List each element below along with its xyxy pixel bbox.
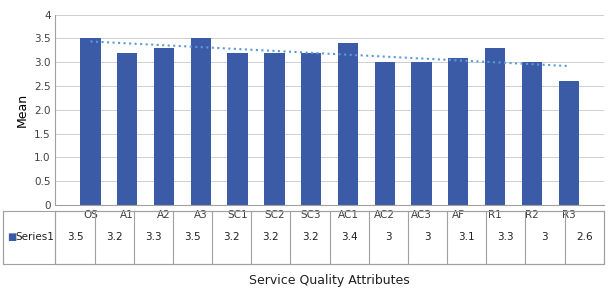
Bar <box>80 38 100 205</box>
Text: 3: 3 <box>385 232 392 242</box>
Bar <box>227 53 248 205</box>
Bar <box>154 48 174 205</box>
Text: 3.3: 3.3 <box>145 232 161 242</box>
Bar <box>448 57 468 205</box>
Bar <box>485 48 505 205</box>
Text: ■: ■ <box>7 232 17 242</box>
Bar <box>375 62 395 205</box>
Bar <box>559 81 579 205</box>
Text: 3: 3 <box>424 232 431 242</box>
Bar <box>411 62 432 205</box>
Bar <box>191 38 211 205</box>
Text: 3.2: 3.2 <box>302 232 318 242</box>
Bar <box>264 53 285 205</box>
Text: 3.5: 3.5 <box>67 232 83 242</box>
Text: 3.5: 3.5 <box>184 232 201 242</box>
Text: 3.2: 3.2 <box>224 232 240 242</box>
Bar <box>301 53 322 205</box>
Bar <box>338 43 358 205</box>
Text: 3.2: 3.2 <box>262 232 279 242</box>
Y-axis label: Mean: Mean <box>15 93 28 127</box>
Bar <box>117 53 137 205</box>
Text: 3.2: 3.2 <box>106 232 123 242</box>
Text: 3: 3 <box>541 232 548 242</box>
Text: Series1: Series1 <box>15 232 54 242</box>
Text: 3.1: 3.1 <box>458 232 475 242</box>
Text: 2.6: 2.6 <box>576 232 593 242</box>
Text: Service Quality Attributes: Service Quality Attributes <box>249 274 410 287</box>
Text: 3.3: 3.3 <box>498 232 514 242</box>
Text: 3.4: 3.4 <box>341 232 357 242</box>
Bar <box>522 62 542 205</box>
